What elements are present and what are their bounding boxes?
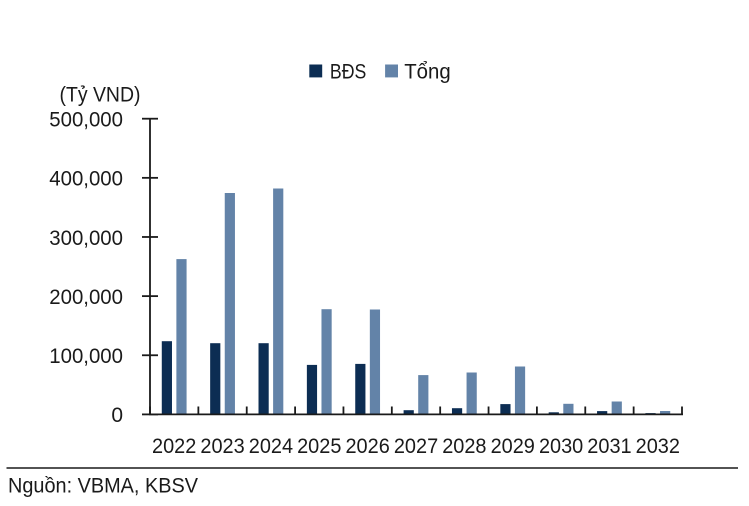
svg-text:2026: 2026 [345, 435, 389, 458]
svg-text:2027: 2027 [394, 435, 438, 458]
svg-text:2030: 2030 [539, 435, 583, 458]
svg-text:100,000: 100,000 [49, 345, 123, 368]
svg-text:2024: 2024 [249, 435, 294, 458]
svg-text:500,000: 500,000 [49, 109, 123, 132]
svg-text:Tổng: Tổng [404, 60, 451, 83]
svg-text:2031: 2031 [587, 435, 631, 458]
svg-text:2022: 2022 [152, 435, 196, 458]
svg-text:0: 0 [111, 404, 123, 427]
svg-text:300,000: 300,000 [49, 227, 123, 250]
svg-text:2028: 2028 [442, 435, 486, 458]
svg-text:(Tỷ VND): (Tỷ VND) [60, 83, 141, 106]
svg-text:Nguồn: VBMA, KBSV: Nguồn: VBMA, KBSV [8, 475, 198, 498]
svg-text:2032: 2032 [636, 435, 680, 458]
svg-text:2025: 2025 [297, 435, 341, 458]
svg-text:2023: 2023 [200, 435, 244, 458]
svg-text:BĐS: BĐS [330, 60, 366, 83]
svg-text:200,000: 200,000 [49, 286, 123, 309]
svg-text:400,000: 400,000 [49, 168, 123, 191]
svg-text:2029: 2029 [491, 435, 535, 458]
